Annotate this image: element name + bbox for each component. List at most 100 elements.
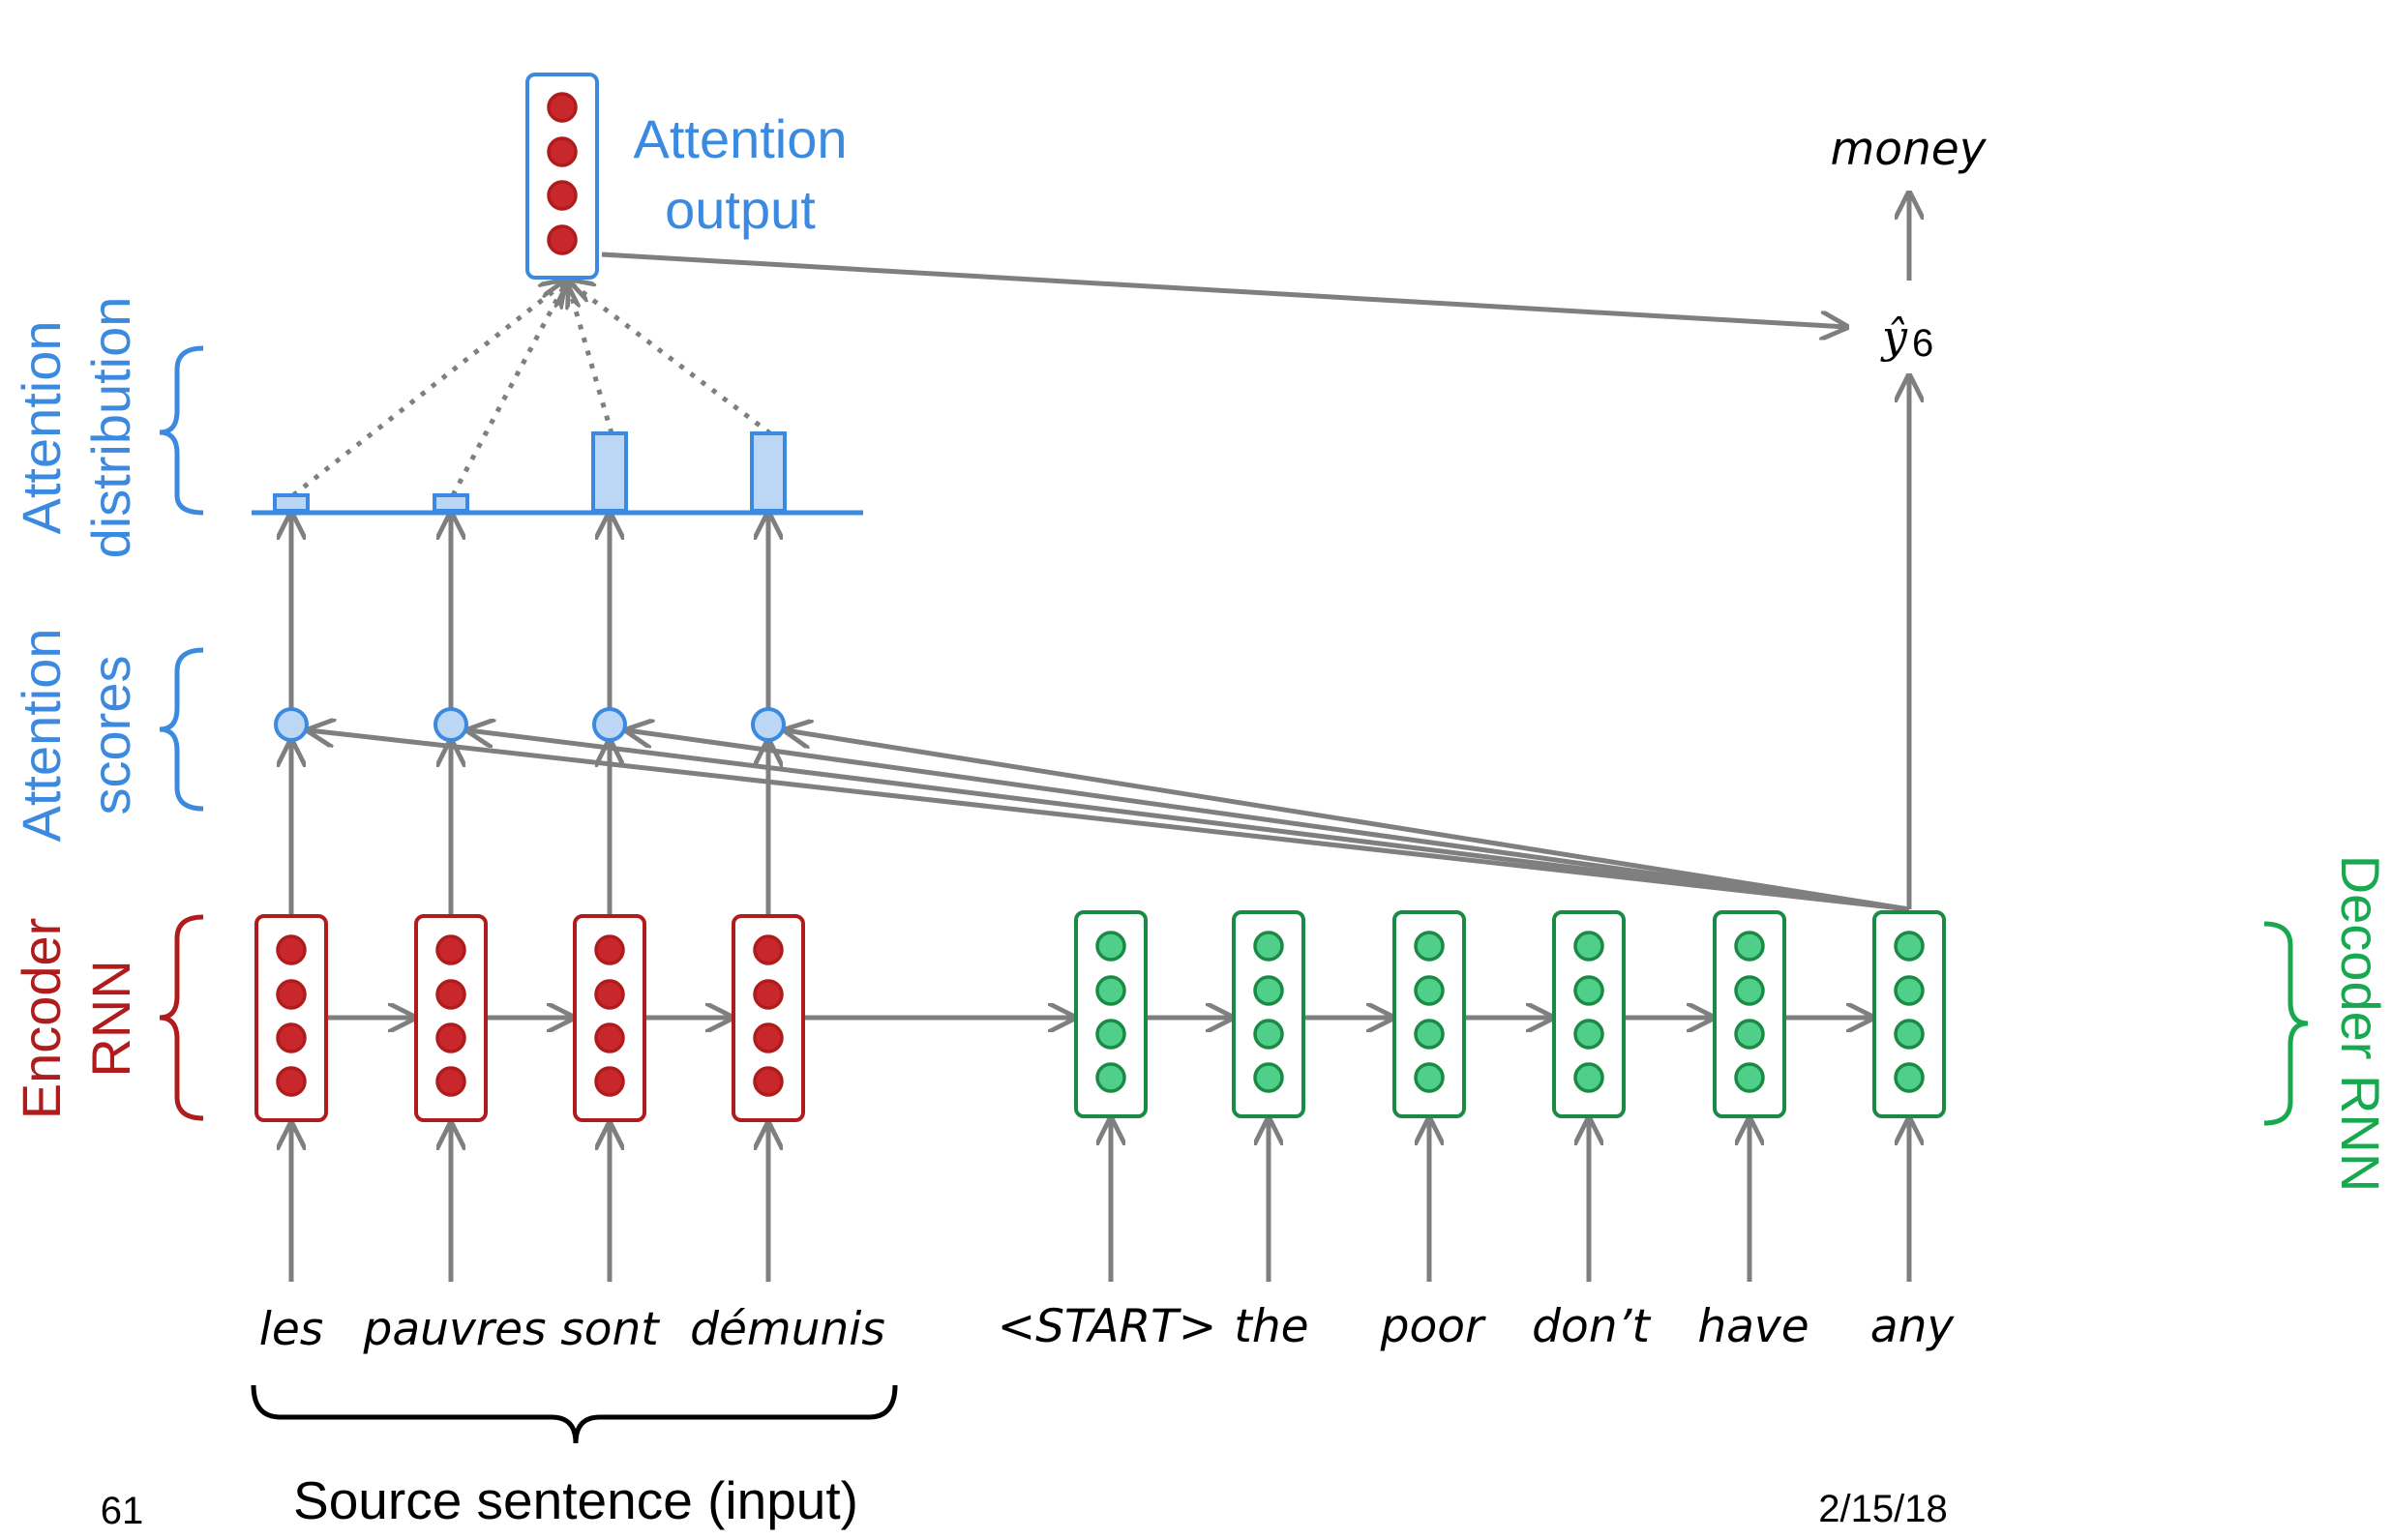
bar-to-output-arrow-2: [567, 281, 614, 434]
decoder-to-score-arrow-2: [627, 730, 1910, 912]
slide-date: 2/15/18: [1818, 1488, 1947, 1530]
decoder-hidden-5: [1872, 910, 1946, 1118]
decoder-brace: [2263, 921, 2309, 1126]
attention-output-label-line2: output: [665, 179, 816, 240]
decoder-hidden-5-unit-2: [1894, 1019, 1925, 1050]
bar-to-output-arrow-3: [567, 281, 772, 435]
encoder-hidden-2: [573, 914, 646, 1122]
decoder-hidden-2-unit-2: [1414, 1019, 1445, 1050]
attention-output-vector: [525, 73, 599, 280]
source-sentence-caption: Source sentence (input): [293, 1470, 858, 1530]
decoder-hidden-3-unit-3: [1573, 1062, 1604, 1093]
decoder-hidden-1-unit-3: [1253, 1062, 1284, 1093]
bar-to-output-arrow-0: [291, 281, 567, 497]
encoder-hidden-3-unit-3: [753, 1066, 784, 1097]
shapes: [252, 73, 1946, 1122]
encoder-label: Encoder RNN: [11, 918, 141, 1120]
attention-scores-label: Attention scores: [11, 628, 141, 842]
encoder-hidden-3: [732, 914, 805, 1122]
bar-to-output-arrow-1: [450, 281, 567, 497]
attention-bar-1: [433, 493, 469, 513]
source-words: les pauvres sont démunis: [259, 1303, 885, 1356]
attention-distribution-brace: [159, 345, 204, 516]
encoder-hidden-3-unit-0: [753, 934, 784, 965]
decoder-hidden-0-unit-0: [1095, 931, 1126, 962]
target-word-4: have: [1697, 1300, 1809, 1353]
attention-distribution-label: Attention distribution: [11, 297, 141, 559]
encoder-hidden-2-unit-3: [594, 1066, 625, 1097]
attention-scores-label-line1: Attention: [11, 628, 72, 842]
decoder-hidden-4-unit-0: [1734, 931, 1765, 962]
target-word-2: poor: [1380, 1300, 1486, 1353]
decoder-to-score-arrow-0: [309, 730, 1910, 912]
encoder-hidden-2-unit-0: [594, 934, 625, 965]
decoder-to-score-arrow-3: [786, 730, 1910, 912]
decoder-hidden-2-unit-3: [1414, 1062, 1445, 1093]
decoder-hidden-5-box: [1872, 910, 1946, 1118]
encoder-hidden-0-box: [254, 914, 328, 1122]
encoder-hidden-1-box: [414, 914, 488, 1122]
decoder-hidden-3-unit-0: [1573, 931, 1604, 962]
decoder-hidden-4-unit-2: [1734, 1019, 1765, 1050]
attention-distribution-label-line2: distribution: [80, 297, 141, 559]
target-word-3: don’t: [1532, 1300, 1651, 1353]
attention-bar-0: [273, 493, 310, 513]
connections: [291, 193, 1909, 1282]
decoder-to-score-arrow-1: [468, 730, 1910, 912]
decoder-hidden-4: [1713, 910, 1786, 1118]
encoder-hidden-3-unit-2: [753, 1022, 784, 1053]
decoder-hidden-1-unit-1: [1253, 975, 1284, 1006]
encoder-hidden-1-unit-1: [435, 979, 466, 1010]
attention-output-unit-3: [547, 224, 578, 255]
attention-score-1: [434, 707, 468, 742]
attention-score-2: [592, 707, 627, 742]
decoder-hidden-0: [1074, 910, 1148, 1118]
output-word: money: [1830, 123, 1987, 176]
slide-number: 61: [101, 1490, 144, 1532]
source-sentence-brace: [251, 1384, 898, 1444]
attention-output-unit-2: [547, 180, 578, 211]
encoder-hidden-0-unit-1: [276, 979, 307, 1010]
encoder-label-line1: Encoder: [11, 918, 72, 1120]
attention-bar-3: [750, 431, 787, 513]
attention-output-unit-1: [547, 136, 578, 167]
target-words: <START> the poor don’t have any: [998, 1300, 1956, 1353]
attention-scores-label-line2: scores: [80, 656, 141, 815]
decoder-hidden-2-unit-0: [1414, 931, 1445, 962]
encoder-hidden-2-box: [573, 914, 646, 1122]
source-word-2: sont: [560, 1303, 660, 1356]
encoder-label-line2: RNN: [80, 960, 141, 1077]
decoder-hidden-0-box: [1074, 910, 1148, 1118]
decoder-hidden-1-box: [1232, 910, 1305, 1118]
decoder-hidden-3-unit-1: [1573, 975, 1604, 1006]
encoder-hidden-0: [254, 914, 328, 1122]
target-word-5: any: [1870, 1300, 1956, 1353]
encoder-hidden-1-unit-3: [435, 1066, 466, 1097]
encoder-hidden-0-unit-2: [276, 1022, 307, 1053]
decoder-hidden-0-unit-3: [1095, 1062, 1126, 1093]
decoder-hidden-0-unit-1: [1095, 975, 1126, 1006]
decoder-hidden-3-box: [1552, 910, 1626, 1118]
decoder-hidden-0-unit-2: [1095, 1019, 1126, 1050]
decoder-label: Decoder RNN: [2330, 855, 2391, 1193]
attention-bar-2: [591, 431, 628, 513]
encoder-hidden-0-unit-0: [276, 934, 307, 965]
source-word-0: les: [259, 1303, 323, 1356]
encoder-hidden-3-box: [732, 914, 805, 1122]
attention-output-label-line1: Attention: [633, 108, 847, 169]
encoder-hidden-1: [414, 914, 488, 1122]
decoder-hidden-5-unit-1: [1894, 975, 1925, 1006]
encoder-hidden-3-unit-1: [753, 979, 784, 1010]
prediction-subscript: 6: [1912, 322, 1933, 365]
decoder-hidden-4-box: [1713, 910, 1786, 1118]
decoder-hidden-1-unit-0: [1253, 931, 1284, 962]
encoder-hidden-2-unit-1: [594, 979, 625, 1010]
decoder-hidden-5-unit-3: [1894, 1062, 1925, 1093]
decoder-hidden-1-unit-2: [1253, 1019, 1284, 1050]
decoder-hidden-5-unit-0: [1894, 931, 1925, 962]
target-word-0: <START>: [998, 1300, 1217, 1353]
prediction-symbol: ŷ: [1880, 311, 1908, 363]
encoder-brace: [159, 914, 204, 1121]
encoder-hidden-0-unit-3: [276, 1066, 307, 1097]
